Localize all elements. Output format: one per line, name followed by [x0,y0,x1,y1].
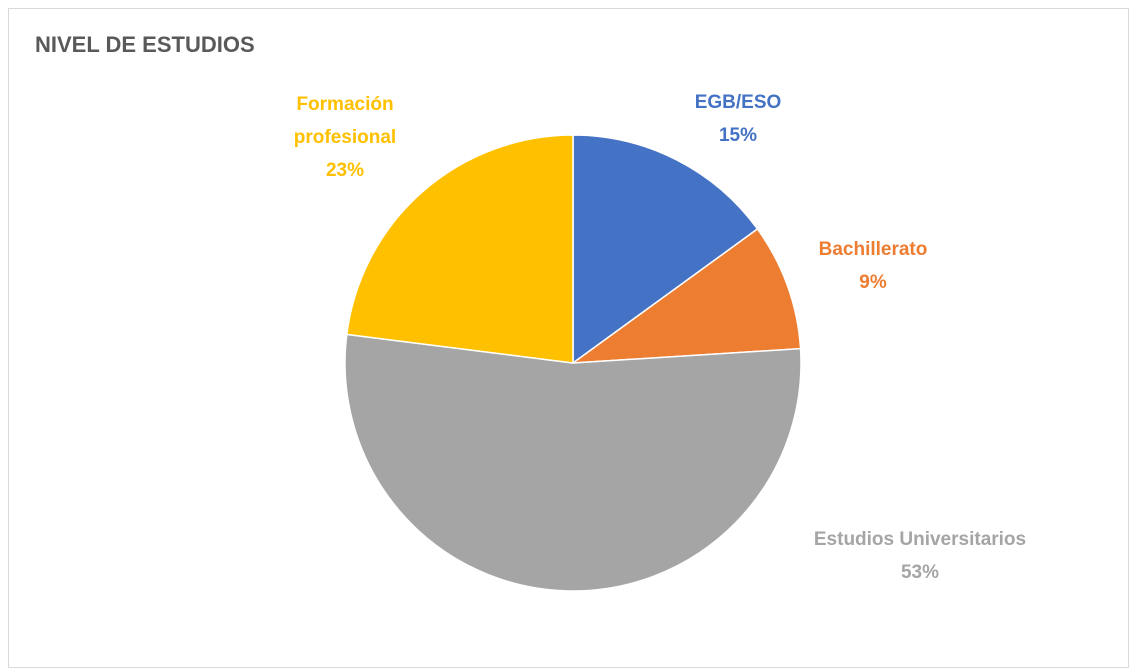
value-label: 9% [859,272,887,293]
value-label: 53% [900,562,940,583]
pie-slice [572,134,759,365]
pie-slice [345,134,574,364]
data-label: Formación profesional 23% [270,88,420,187]
data-label: Bachillerato 9% [773,233,973,299]
pie-area [344,134,802,592]
pie-slice [344,333,802,592]
pie-slice [570,227,802,364]
category-label: Bachillerato [818,239,928,260]
data-label: Estudios Universitarios 53% [760,523,1080,589]
value-label: 15% [718,125,758,146]
chart-title: NIVEL DE ESTUDIOS [35,32,255,57]
category-label: EGB/ESO [694,92,782,113]
category-label: Estudios Universitarios [813,529,1027,550]
data-label: EGB/ESO 15% [638,86,838,152]
value-label: 23% [325,160,365,181]
category-label: Formación profesional [293,94,397,148]
